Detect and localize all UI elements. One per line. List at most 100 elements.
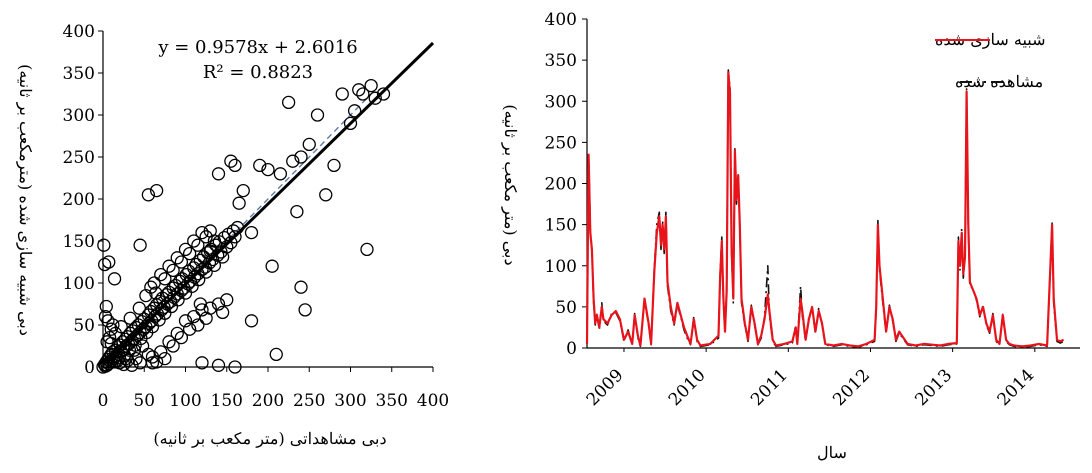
- scatter-point: [149, 286, 163, 300]
- scatter-plot: 0 50 100 150 200 250 300 350 400 0 50 100 150 200 250…: [16, 22, 449, 448]
- scatter-trendline: [101, 41, 435, 366]
- scatter-x-tick-label: 50: [133, 391, 155, 411]
- scatter-point: [132, 301, 146, 315]
- scatter-points: [96, 78, 391, 374]
- scatter-point: [217, 230, 231, 245]
- scatter-x-tick-label: 350: [376, 391, 408, 411]
- scatter-y-tick-label: 100: [63, 274, 95, 294]
- scatter-point: [195, 303, 209, 317]
- scatter-point: [244, 225, 259, 240]
- time-series-axes: [582, 18, 1080, 352]
- scatter-point: [170, 326, 184, 341]
- scatter-x-tick-labels: 0 50 100 150 200 250 300 350 400: [98, 391, 450, 411]
- scatter-point: [171, 293, 185, 307]
- scatter-point: [193, 297, 208, 311]
- time-series-y-tick-label: 150: [545, 216, 577, 236]
- scatter-point: [273, 167, 288, 181]
- scatter-point: [201, 246, 215, 260]
- series-line-simulated: [585, 71, 1065, 348]
- time-series-x-tick-label: 2012: [829, 365, 874, 410]
- scatter-point: [127, 343, 142, 357]
- time-series-lines: [585, 69, 1065, 348]
- scatter-point: [149, 183, 164, 198]
- scatter-point: [319, 188, 333, 202]
- scatter-point: [102, 255, 116, 269]
- scatter-y-tick-label: 200: [63, 190, 95, 210]
- scatter-point: [195, 356, 209, 370]
- trendline: [101, 41, 435, 366]
- scatter-point: [261, 162, 275, 177]
- scatter-point: [335, 87, 349, 101]
- time-series-y-tick-label: 50: [555, 298, 577, 318]
- scatter-point: [228, 230, 242, 244]
- legend: شبیه سازی شده مشاهده شده: [935, 30, 1046, 91]
- scatter-point: [191, 238, 205, 252]
- scatter-y-tick-labels: 0 50 100 150 200 250 300 350 400: [63, 22, 95, 378]
- time-series-y-tick-label: 0: [566, 339, 577, 359]
- scatter-point: [206, 252, 220, 267]
- scatter-point: [269, 347, 283, 362]
- scatter-x-tick-label: 300: [334, 391, 366, 411]
- scatter-point: [215, 305, 230, 320]
- scatter-y-tick-label: 250: [63, 148, 95, 168]
- scatter-point: [298, 303, 312, 317]
- scatter-point: [286, 154, 300, 168]
- time-series-x-axis-title: سال: [817, 443, 847, 462]
- scatter-point: [368, 91, 382, 105]
- scatter-y-tick-label: 0: [84, 358, 95, 378]
- scatter-x-tick-label: 100: [169, 391, 201, 411]
- scatter-point: [183, 274, 198, 288]
- scatter-point: [244, 314, 259, 328]
- scatter-point: [178, 314, 193, 328]
- scatter-point: [192, 272, 206, 287]
- series-line-observed: [586, 69, 1064, 348]
- scatter-point: [198, 260, 212, 274]
- scatter-point: [141, 188, 156, 202]
- scatter-point: [158, 272, 172, 286]
- scatter-point: [182, 322, 197, 336]
- scatter-point: [97, 238, 111, 252]
- scatter-point: [174, 330, 189, 345]
- scatter-y-tick-label: 350: [63, 64, 95, 84]
- scatter-point: [154, 345, 168, 359]
- scatter-x-tick-label: 0: [98, 391, 109, 411]
- scatter-point: [123, 311, 137, 325]
- scatter-point: [107, 272, 122, 286]
- scatter-y-tick-label: 150: [63, 232, 95, 252]
- time-series-y-tick-label: 100: [545, 257, 577, 277]
- scatter-point: [224, 154, 238, 168]
- scatter-point: [232, 196, 246, 210]
- scatter-x-axis-title: دبی مشاهداتی (متر مکعب بر ثانیه): [153, 429, 386, 448]
- scatter-point: [211, 297, 226, 311]
- scatter-y-tick-label: 50: [73, 316, 95, 336]
- scatter-point: [376, 87, 391, 101]
- scatter-point: [135, 339, 150, 353]
- scatter-point: [191, 267, 205, 281]
- scatter-point: [364, 78, 378, 93]
- time-series-y-tick-label: 400: [545, 10, 577, 30]
- scatter-point: [166, 263, 180, 278]
- time-series-x-tick-label: 2009: [583, 365, 628, 410]
- scatter-point: [187, 234, 201, 248]
- scatter-x-tick-label: 250: [293, 391, 325, 411]
- scatter-x-tick-label: 200: [252, 391, 284, 411]
- scatter-point: [203, 244, 217, 258]
- scatter-r2: R² = 0.8823: [203, 62, 313, 83]
- scatter-point: [111, 353, 125, 367]
- scatter-point: [360, 242, 374, 257]
- time-series-y-tick-label: 250: [545, 133, 577, 153]
- scatter-point: [174, 255, 189, 269]
- scatter-point: [294, 150, 308, 164]
- scatter-y-tick-label: 400: [63, 22, 95, 42]
- time-series-x-tick-label: 2013: [911, 365, 956, 410]
- scatter-point: [302, 137, 316, 152]
- scatter-point: [195, 225, 209, 240]
- scatter-point: [207, 258, 222, 273]
- time-series-x-tick-labels: 2009 2010 2011 2012 2013 2014: [583, 365, 1039, 410]
- scatter-point: [253, 158, 267, 173]
- scatter-point: [178, 242, 193, 257]
- scatter-point: [236, 183, 250, 198]
- time-series-y-tick-label: 350: [545, 51, 577, 71]
